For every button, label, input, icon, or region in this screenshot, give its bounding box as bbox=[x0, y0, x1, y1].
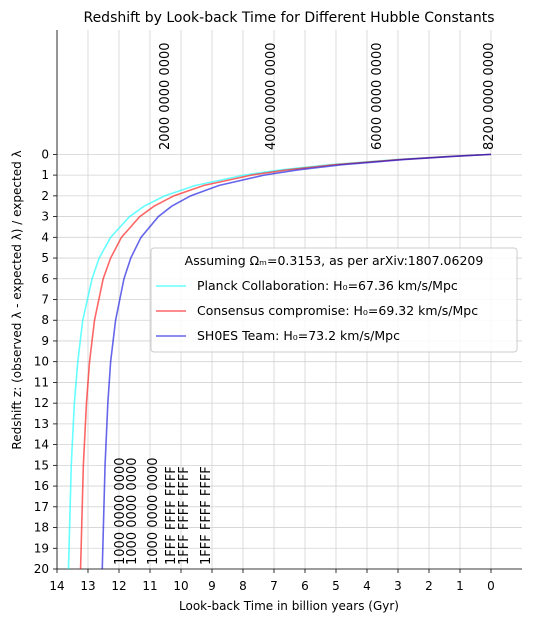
y-tick-label: 14 bbox=[34, 438, 49, 452]
x-tick-label: 6 bbox=[301, 579, 309, 593]
x-tick-label: 2 bbox=[425, 579, 433, 593]
y-tick-label: 0 bbox=[41, 147, 49, 161]
x-tick-label: 7 bbox=[270, 579, 278, 593]
x-tick-label: 13 bbox=[80, 579, 95, 593]
annotation: 6000 0000 0000 bbox=[370, 42, 385, 150]
legend-title: Assuming Ωₘ=0.3153, as per arXiv:1807.06… bbox=[185, 253, 484, 268]
y-tick-label: 6 bbox=[41, 272, 49, 286]
legend-label: Consensus compromise: H₀=69.32 km/s/Mpc bbox=[197, 303, 478, 318]
y-tick-label: 19 bbox=[34, 541, 49, 555]
annotation: 2000 0000 0000 bbox=[158, 42, 173, 150]
y-tick-label: 8 bbox=[41, 313, 49, 327]
y-axis-label: Redshift z: (observed λ - expected λ) / … bbox=[10, 150, 24, 449]
annotation: 1FFF FFFF FFFF bbox=[177, 466, 192, 565]
x-tick-label: 1 bbox=[456, 579, 464, 593]
y-tick-label: 1 bbox=[41, 168, 49, 182]
annotation: 1FFF FFFF FFFF bbox=[199, 466, 214, 565]
y-tick-label: 16 bbox=[34, 479, 49, 493]
x-tick-label: 8 bbox=[239, 579, 247, 593]
x-tick-label: 9 bbox=[208, 579, 216, 593]
x-tick-label: 5 bbox=[332, 579, 340, 593]
y-tick-label: 13 bbox=[34, 417, 49, 431]
x-tick-label: 10 bbox=[173, 579, 188, 593]
annotation: 1000 0000 0000 bbox=[125, 457, 140, 565]
y-tick-label: 7 bbox=[41, 293, 49, 307]
legend-label: Planck Collaboration: H₀=67.36 km/s/Mpc bbox=[197, 278, 458, 293]
y-tick-label: 20 bbox=[34, 562, 49, 576]
legend-box bbox=[150, 247, 518, 353]
series-line bbox=[101, 153, 492, 570]
annotation: 1FFF FFFF FFFF bbox=[164, 466, 179, 565]
annotation: 1000 0000 0000 bbox=[113, 457, 128, 565]
y-tick-label: 17 bbox=[34, 500, 49, 514]
annotation: 1000 0000 0000 bbox=[146, 457, 161, 565]
y-tick-label: 15 bbox=[34, 458, 49, 472]
x-tick-label: 12 bbox=[111, 579, 126, 593]
y-tick-label: 3 bbox=[41, 210, 49, 224]
chart-title: Redshift by Look-back Time for Different… bbox=[83, 10, 494, 26]
x-tick-label: 3 bbox=[394, 579, 402, 593]
y-tick-label: 11 bbox=[34, 375, 49, 389]
y-tick-label: 12 bbox=[34, 396, 49, 410]
y-tick-label: 5 bbox=[41, 251, 49, 265]
y-tick-label: 9 bbox=[41, 334, 49, 348]
legend-label: SH0ES Team: H₀=73.2 km/s/Mpc bbox=[197, 328, 400, 343]
y-tick-label: 4 bbox=[41, 230, 49, 244]
x-tick-label: 4 bbox=[363, 579, 371, 593]
annotation: 8200 0000 0000 bbox=[482, 42, 497, 150]
x-tick-label: 14 bbox=[49, 579, 64, 593]
annotation: 4000 0000 0000 bbox=[264, 42, 279, 150]
y-tick-label: 2 bbox=[41, 189, 49, 203]
x-tick-label: 0 bbox=[487, 579, 495, 593]
x-axis-label: Look-back Time in billion years (Gyr) bbox=[179, 599, 399, 613]
y-tick-label: 10 bbox=[34, 355, 49, 369]
y-tick-label: 18 bbox=[34, 521, 49, 535]
x-tick-label: 11 bbox=[142, 579, 157, 593]
